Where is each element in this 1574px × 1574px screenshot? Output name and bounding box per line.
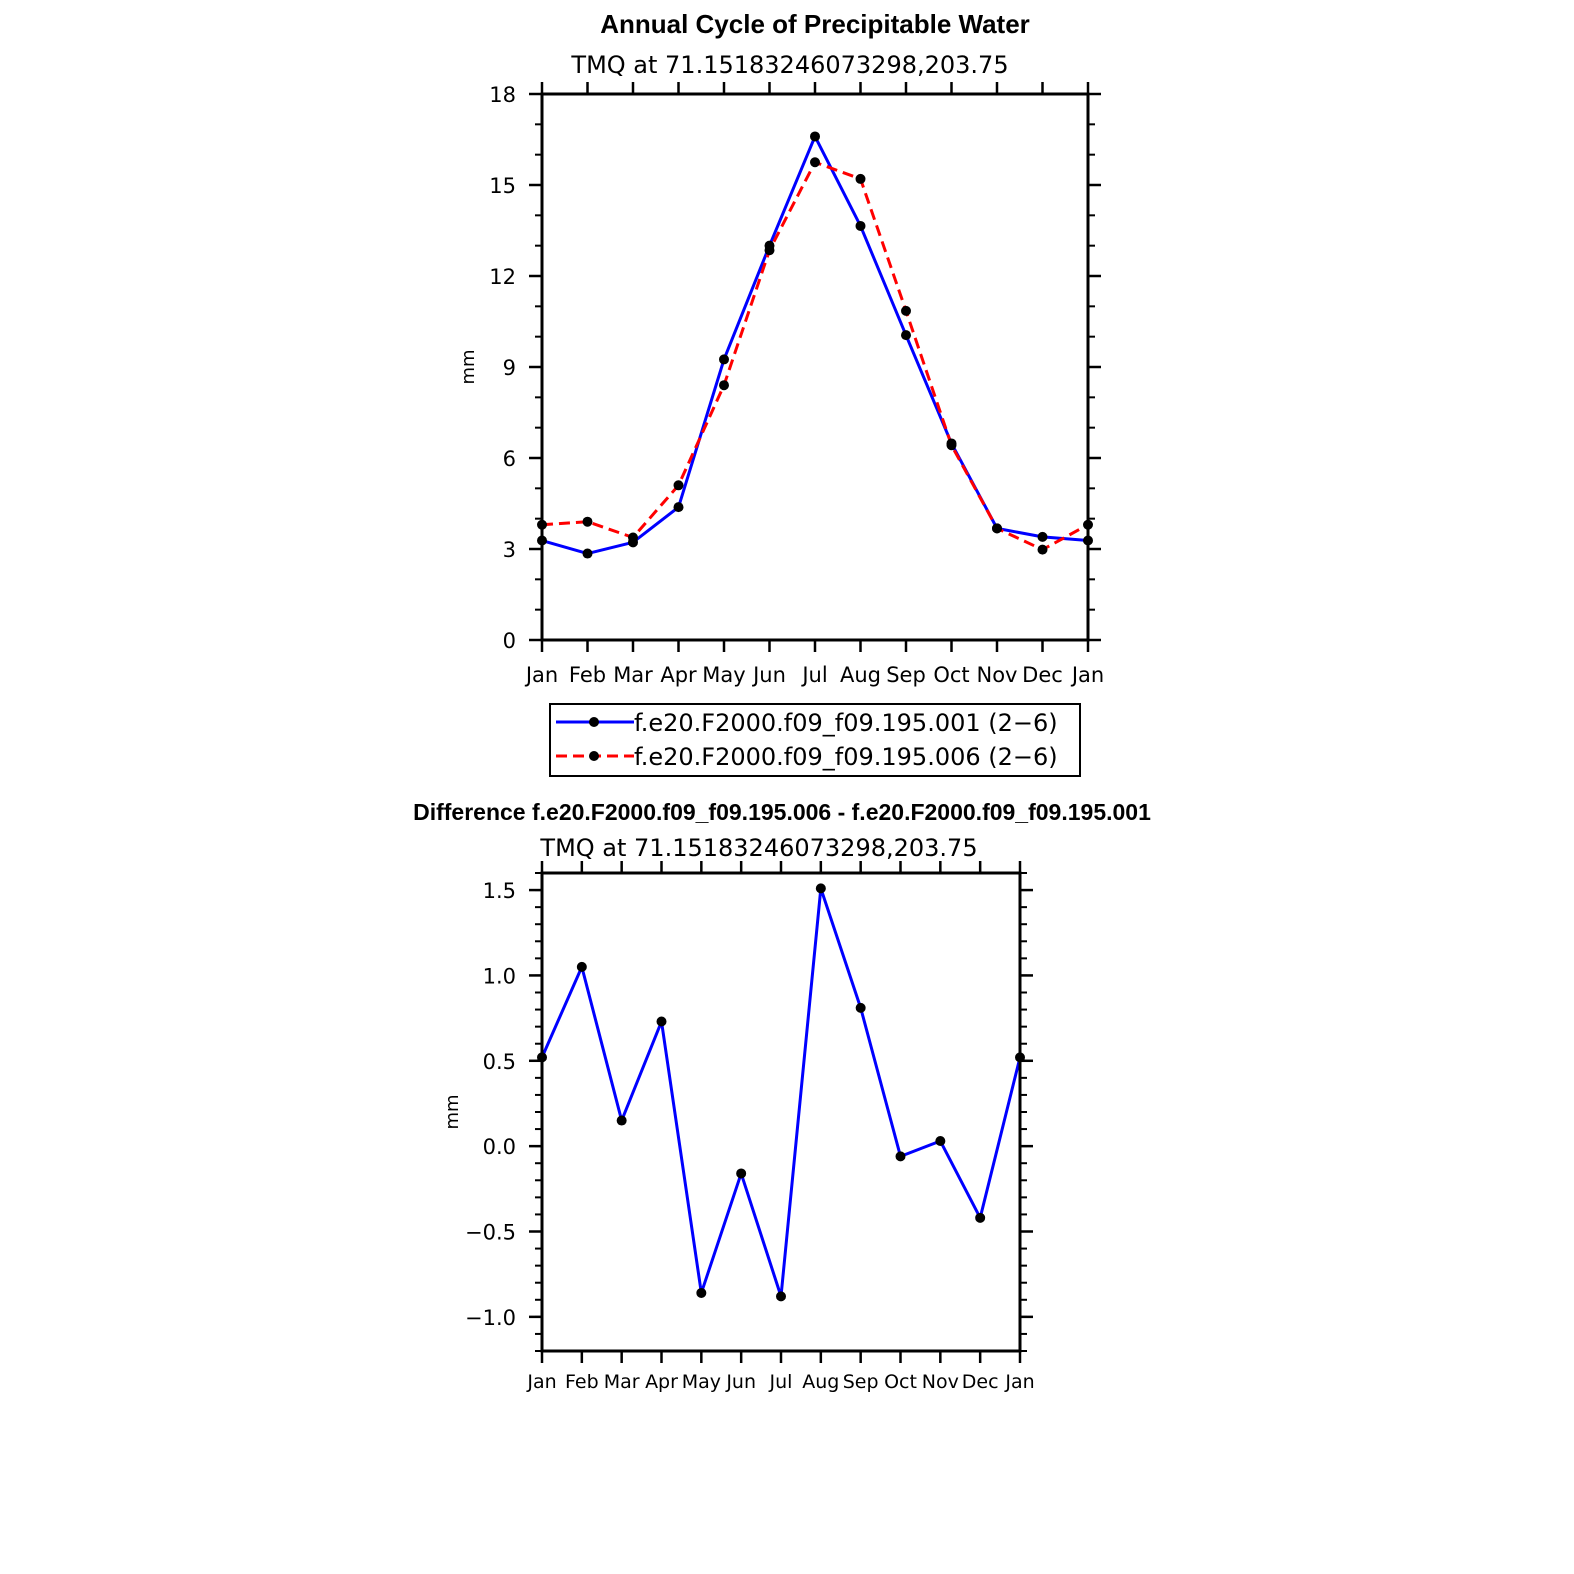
series-1-point xyxy=(855,1002,866,1013)
series-2-point xyxy=(855,173,866,184)
x-tick-label: May xyxy=(702,663,745,687)
top-chart-legend: f.e20.F2000.f09_f09.195.001 (2−6) f.e20.… xyxy=(549,703,1081,777)
y-tick-label: 15 xyxy=(489,174,516,198)
legend-label-series-1: f.e20.F2000.f09_f09.195.001 (2−6) xyxy=(634,709,1058,737)
bottom-chart-plot: Jan Feb Mar Apr May Jun Jul Aug Sep Oct Nov Dec Jan−… xyxy=(465,861,1035,1393)
y-tick-label: 6 xyxy=(503,447,516,471)
top-chart-title: Annual Cycle of Precipitable Water xyxy=(600,9,1030,39)
series-line-1 xyxy=(540,886,1022,1298)
series-1-point xyxy=(616,1115,627,1126)
series-1-point xyxy=(776,1291,786,1302)
y-tick-label: 18 xyxy=(489,83,516,107)
x-tick-label: Nov xyxy=(922,1371,959,1393)
series-1-point xyxy=(1037,531,1048,542)
x-tick-label: Feb xyxy=(569,663,606,687)
top-chart-frame xyxy=(540,92,1090,642)
y-tick-label: 12 xyxy=(489,265,516,289)
x-tick-label: Feb xyxy=(565,1371,599,1393)
y-tick-label: 0.5 xyxy=(483,1050,516,1074)
x-tick-label: Dec xyxy=(962,1371,999,1393)
x-tick-label: Sep xyxy=(886,663,926,687)
x-tick-label: Aug xyxy=(840,663,881,687)
series-1-point xyxy=(901,330,911,341)
series-2-point xyxy=(946,440,957,451)
top-chart-subtitle: TMQ at 71.15183246073298,203.75 xyxy=(570,51,1008,79)
x-tick-label: Jun xyxy=(725,1371,756,1393)
x-tick-label: Apr xyxy=(645,1371,678,1393)
series-2-point xyxy=(1037,544,1048,555)
series-2-point xyxy=(719,380,729,391)
series-2-point xyxy=(582,516,593,527)
series-1-point xyxy=(673,502,684,513)
series-2-point xyxy=(810,157,820,168)
x-tick-label: Sep xyxy=(843,1371,879,1393)
series-1-point xyxy=(895,1151,906,1162)
series-2-point xyxy=(992,523,1002,534)
x-tick-label: Dec xyxy=(1022,663,1063,687)
bottom-chart-subtitle: TMQ at 71.15183246073298,203.75 xyxy=(539,834,977,862)
bottom-chart-title: Difference f.e20.F2000.f09_f09.195.006 -… xyxy=(413,799,1151,825)
x-tick-label: Jan xyxy=(1070,663,1104,687)
x-tick-label: Jun xyxy=(751,663,786,687)
legend-label-series-2: f.e20.F2000.f09_f09.195.006 (2−6) xyxy=(634,743,1058,771)
x-tick-label: Jan xyxy=(1004,1371,1034,1393)
series-1-point xyxy=(576,961,587,972)
series-line-1 xyxy=(541,134,1089,556)
x-tick-label: Oct xyxy=(884,1371,917,1393)
series-1-point xyxy=(815,883,826,894)
x-tick-label: Jul xyxy=(800,663,827,687)
x-tick-label: Jan xyxy=(524,663,558,687)
y-tick-label: −0.5 xyxy=(465,1221,516,1245)
bottom-chart-ylabel: mm xyxy=(442,1094,463,1129)
top-chart-plot: Jan Feb Mar Apr May Jun Jul Aug Sep Oct Nov Dec Jan 0… xyxy=(489,82,1104,687)
y-tick-label: 3 xyxy=(503,538,516,562)
series-2-point xyxy=(673,480,684,491)
x-tick-label: Oct xyxy=(933,663,969,687)
x-tick-label: Mar xyxy=(613,663,653,687)
series-1-point xyxy=(719,354,729,365)
legend-box xyxy=(549,703,1081,777)
series-1-point xyxy=(935,1136,946,1147)
x-tick-label: Jul xyxy=(769,1371,793,1393)
series-line-2 xyxy=(541,160,1089,552)
y-tick-label: −1.0 xyxy=(465,1306,516,1330)
y-tick-label: 1.0 xyxy=(483,964,516,988)
x-tick-label: May xyxy=(682,1371,721,1393)
series-1-point xyxy=(656,1016,667,1027)
x-tick-label: Nov xyxy=(977,663,1018,687)
top-chart-ylabel: mm xyxy=(458,349,479,384)
x-tick-label: Aug xyxy=(802,1371,839,1393)
series-1-point xyxy=(582,548,593,559)
x-tick-label: Mar xyxy=(604,1371,640,1393)
legend-marker-red xyxy=(589,751,599,761)
series-1-point xyxy=(736,1168,747,1179)
y-tick-label: 0 xyxy=(503,629,516,653)
legend-marker-blue xyxy=(589,717,599,727)
series-2-point xyxy=(628,532,638,543)
series-2-point xyxy=(764,245,775,256)
series-2-point xyxy=(901,305,911,316)
bottom-chart-frame xyxy=(540,871,1022,1353)
series-1-point xyxy=(810,131,820,142)
series-1-point xyxy=(855,220,866,231)
series-1-point xyxy=(696,1287,707,1298)
x-tick-label: Apr xyxy=(660,663,697,687)
x-tick-label: Jan xyxy=(526,1371,556,1393)
y-tick-label: 1.5 xyxy=(483,879,516,903)
y-tick-label: 0.0 xyxy=(483,1135,516,1159)
y-tick-label: 9 xyxy=(503,356,516,380)
series-1-point xyxy=(975,1212,986,1223)
